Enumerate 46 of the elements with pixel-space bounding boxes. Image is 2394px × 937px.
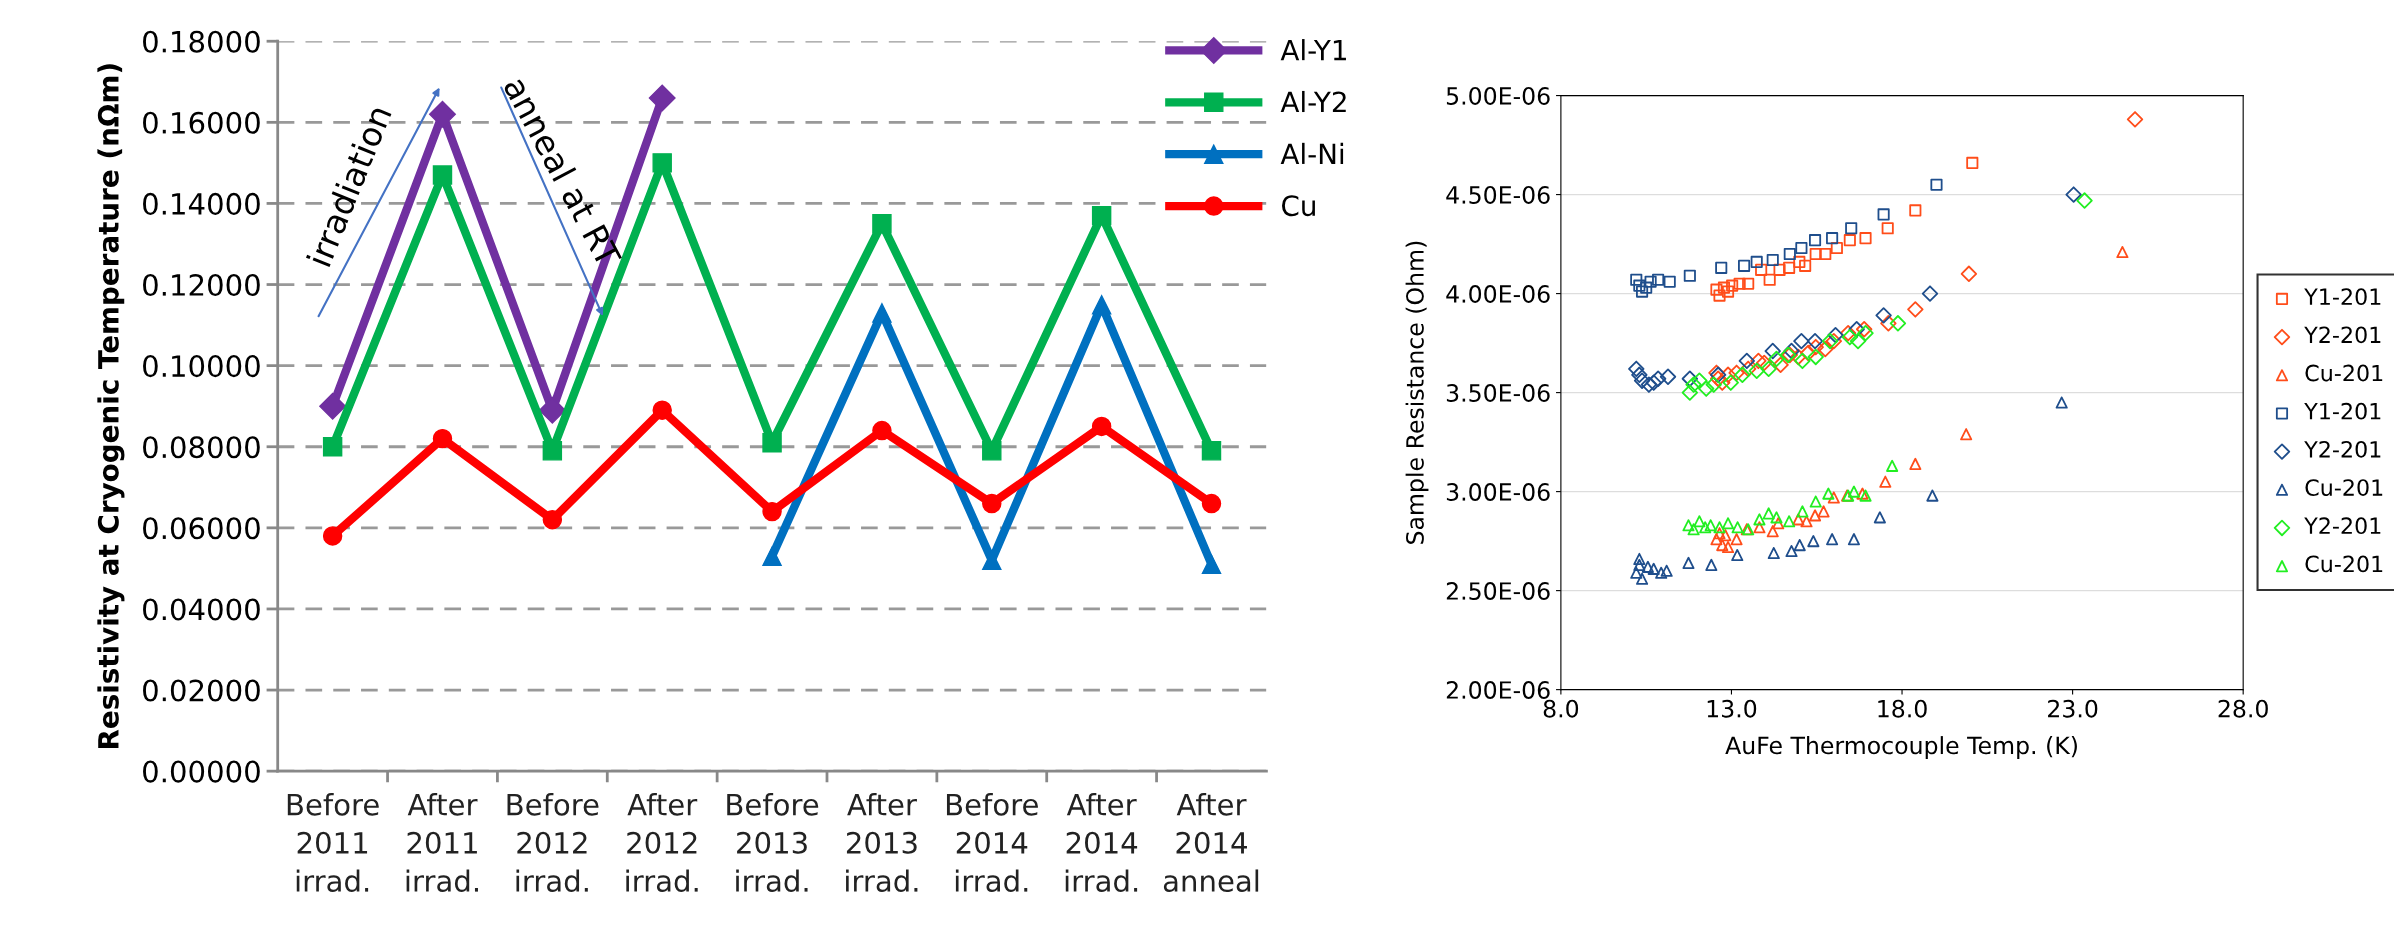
x-axis-title: AuFe Thermocouple Temp. (K) <box>1725 736 2077 759</box>
y-axis-title: Sample Resistance (Ohm) <box>1405 241 1429 544</box>
y-tick-label: 4.50E-06 <box>1446 186 1550 204</box>
x-tick-label: After 2014 irrad. <box>1065 793 1138 893</box>
y-tick-label: 3.50E-06 <box>1446 384 1550 402</box>
legend-label: Al-Y1 <box>1280 39 1346 61</box>
y-tick-label: 3.00E-06 <box>1446 483 1550 501</box>
x-tick-label: Before 2014 irrad. <box>946 793 1038 893</box>
y-tick-label: 5.00E-06 <box>1446 87 1550 105</box>
y-tick-label: 0.10000 <box>143 355 260 378</box>
x-tick-label: After 2013 irrad. <box>846 793 918 893</box>
legend-label: Cu-201 <box>2305 364 2383 382</box>
y-tick-label: 2.00E-06 <box>1446 681 1550 699</box>
x-tick-label: 28.0 <box>2218 699 2268 718</box>
legend-label: Cu-201 <box>2305 479 2383 496</box>
legend-label: Y2-201 <box>2304 517 2381 535</box>
x-tick-label: After 2012 irrad. <box>626 793 698 893</box>
legend-label: Cu <box>1282 195 1315 217</box>
legend-label: Y2-201 <box>2304 326 2381 344</box>
x-tick-label: After 2014 anneal <box>1163 793 1259 893</box>
legend-label: Y2-201 <box>2304 440 2381 458</box>
y-tick-label: 0.18000 <box>143 30 260 53</box>
x-tick-label: Before 2012 irrad. <box>507 793 599 893</box>
x-tick-label: 23.0 <box>2048 699 2098 718</box>
y-axis-title: Resistivity at Cryogenic Temperature (nΩm) <box>97 64 125 748</box>
y-tick-label: 0.06000 <box>143 517 260 540</box>
y-tick-label: 0.00000 <box>143 760 260 783</box>
legend-label: Al-Y2 <box>1280 90 1346 113</box>
y-tick-label: 0.16000 <box>143 111 260 134</box>
y-tick-label: 0.08000 <box>143 436 260 459</box>
legend-label: Y1-201 <box>2304 402 2381 420</box>
y-tick-label: 0.14000 <box>143 192 260 215</box>
x-tick-label: Before 2013 irrad. <box>727 793 819 893</box>
legend-label: Cu-201 <box>2305 555 2383 573</box>
y-tick-label: 0.04000 <box>143 598 260 621</box>
x-tick-label: 8.0 <box>1543 699 1579 718</box>
y-tick-label: 0.12000 <box>143 273 260 297</box>
x-tick-label: 18.0 <box>1878 699 1927 718</box>
x-tick-label: 13.0 <box>1707 699 1757 718</box>
legend-label: Al-Ni <box>1280 142 1344 164</box>
y-tick-label: 4.00E-06 <box>1446 285 1550 303</box>
y-tick-label: 2.50E-06 <box>1446 582 1550 600</box>
x-tick-label: Before 2011 irrad. <box>287 793 379 893</box>
y-tick-label: 0.02000 <box>143 679 260 702</box>
x-tick-label: After 2011 irrad. <box>406 793 478 893</box>
legend-label: Y1-201 <box>2304 288 2381 306</box>
